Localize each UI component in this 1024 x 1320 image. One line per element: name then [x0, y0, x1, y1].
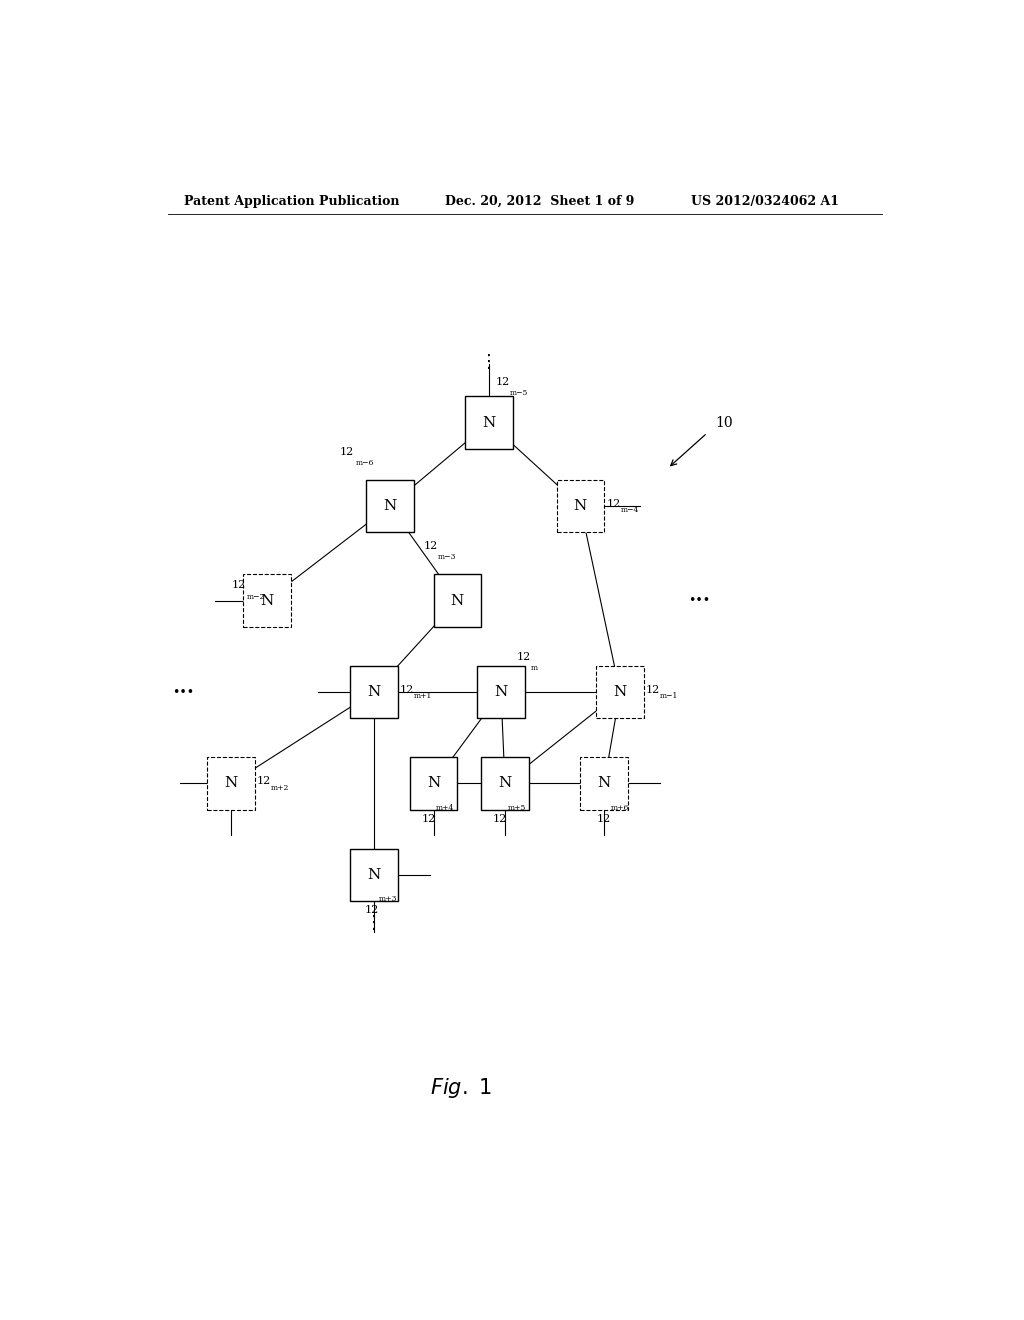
Bar	[350, 665, 397, 718]
Text: m+5: m+5	[507, 804, 525, 812]
Bar	[207, 758, 255, 810]
Text: m−4: m−4	[621, 506, 639, 515]
Text: m+4: m+4	[436, 804, 455, 812]
Text: 12: 12	[340, 447, 354, 457]
Text: m−6: m−6	[355, 459, 374, 467]
Text: 12: 12	[365, 906, 379, 916]
Bar	[596, 665, 644, 718]
Bar	[410, 758, 458, 810]
Bar	[556, 479, 604, 532]
Text: 12: 12	[422, 814, 436, 824]
Text: 12: 12	[606, 499, 621, 510]
Text: m−5: m−5	[510, 389, 528, 397]
Text: N: N	[368, 869, 381, 882]
Bar	[477, 665, 524, 718]
Text: 12: 12	[494, 814, 507, 824]
Bar	[243, 574, 291, 627]
Text: 12: 12	[496, 378, 510, 387]
Text: N: N	[482, 416, 496, 430]
Text: US 2012/0324062 A1: US 2012/0324062 A1	[691, 194, 840, 207]
Text: ⋮: ⋮	[365, 913, 383, 932]
Text: m+1: m+1	[414, 692, 432, 700]
Bar	[367, 479, 414, 532]
Text: •••: •••	[688, 594, 711, 607]
Text: N: N	[613, 685, 627, 700]
Text: N: N	[451, 594, 464, 607]
Text: 12: 12	[231, 581, 246, 590]
Text: N: N	[368, 685, 381, 700]
Text: m−3: m−3	[437, 553, 456, 561]
Text: •••: •••	[172, 685, 195, 698]
Text: 12: 12	[423, 541, 437, 550]
Text: ⋮: ⋮	[480, 352, 498, 371]
Text: m−2: m−2	[247, 593, 265, 601]
Text: N: N	[383, 499, 396, 513]
Bar	[465, 396, 513, 449]
Text: N: N	[260, 594, 273, 607]
Text: 12: 12	[596, 814, 610, 824]
Text: 12: 12	[517, 652, 531, 661]
Text: m: m	[531, 664, 539, 672]
Text: m+6: m+6	[610, 804, 629, 812]
Text: N: N	[573, 499, 587, 513]
Text: m−1: m−1	[659, 692, 678, 700]
Bar	[481, 758, 528, 810]
Text: 12: 12	[645, 685, 659, 694]
Text: $\mathit{Fig.}$ $\mathit{1}$: $\mathit{Fig.}$ $\mathit{1}$	[430, 1076, 493, 1101]
Text: 12: 12	[399, 685, 414, 694]
Text: N: N	[499, 776, 512, 791]
Text: N: N	[427, 776, 440, 791]
Text: Patent Application Publication: Patent Application Publication	[183, 194, 399, 207]
Text: N: N	[224, 776, 238, 791]
Text: Dec. 20, 2012  Sheet 1 of 9: Dec. 20, 2012 Sheet 1 of 9	[445, 194, 635, 207]
Bar	[581, 758, 628, 810]
Text: m+2: m+2	[270, 784, 289, 792]
Text: 12: 12	[257, 776, 270, 787]
Bar	[433, 574, 481, 627]
Text: N: N	[598, 776, 610, 791]
Text: m+3: m+3	[379, 895, 397, 903]
Text: 10: 10	[715, 416, 733, 430]
Text: N: N	[495, 685, 508, 700]
Bar	[350, 849, 397, 902]
